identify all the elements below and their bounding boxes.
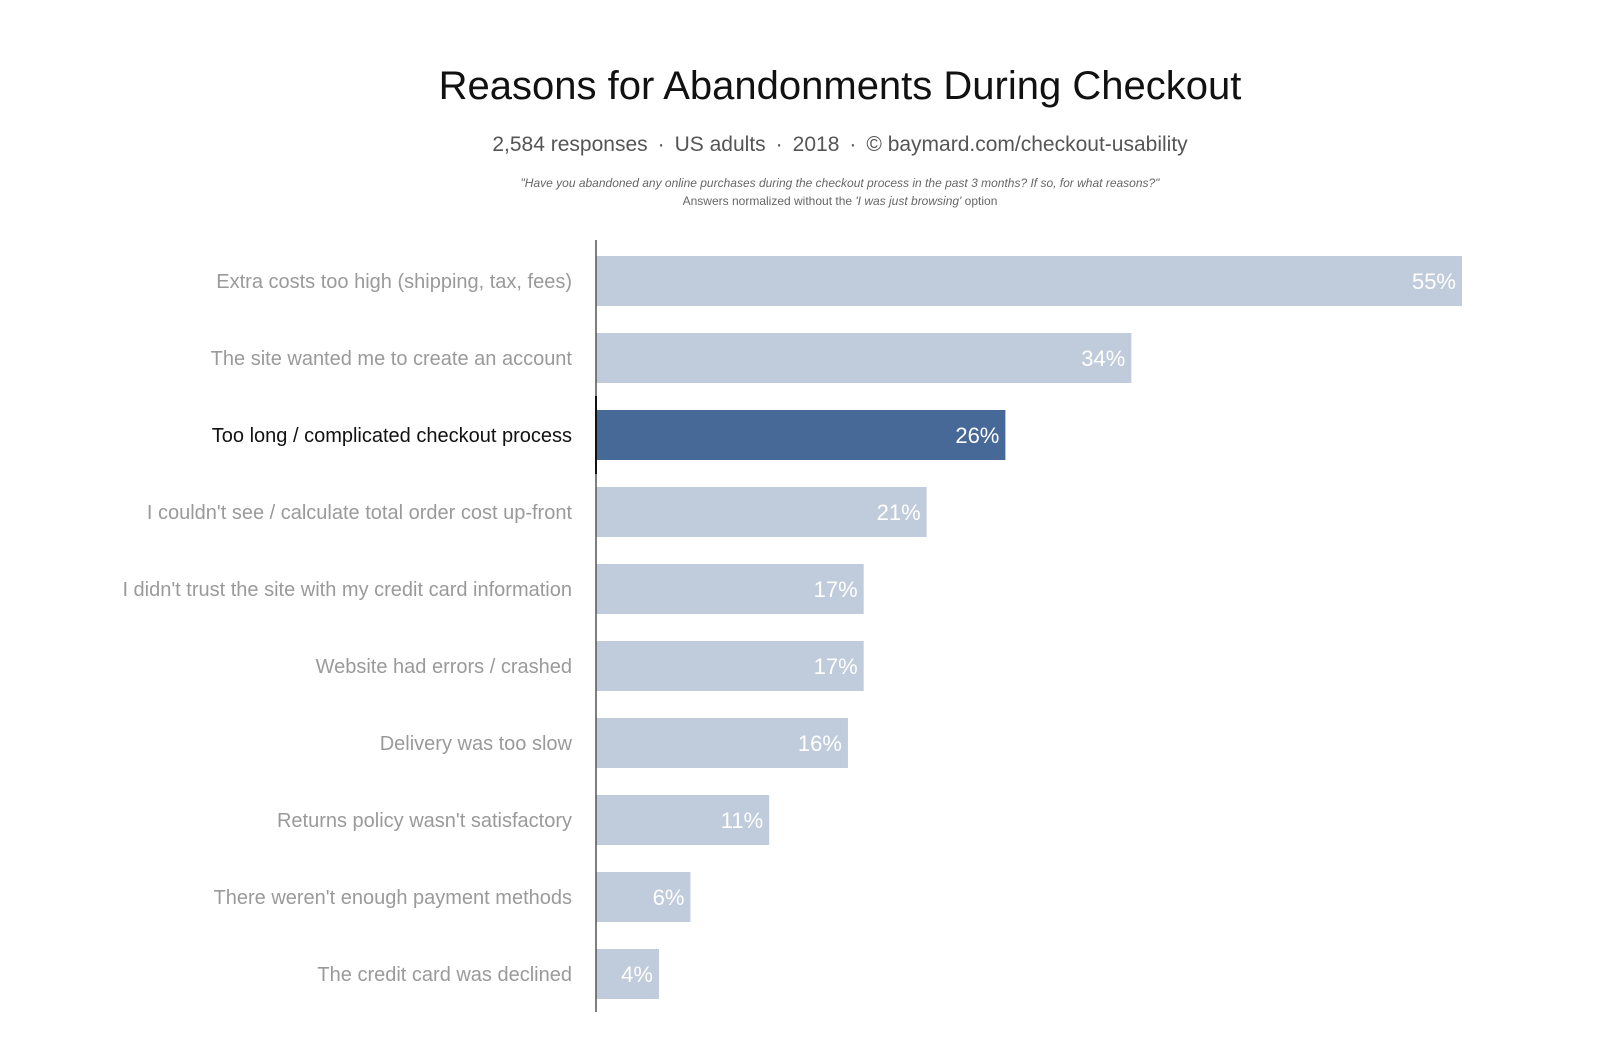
responses-count: 2,584 responses [492,133,648,156]
value-label-2: 34% [1081,346,1125,371]
bar-2 [596,333,1132,383]
bar-1 [596,256,1462,306]
bar-7 [596,718,848,768]
bar-4 [596,487,927,537]
category-label-10: The credit card was declined [317,964,572,986]
value-label-5: 17% [814,577,858,602]
value-label-6: 17% [814,654,858,679]
note-suffix: option [961,194,998,208]
value-label-10: 4% [621,962,653,987]
bar-9 [596,872,691,922]
note-option: 'I was just browsing' [855,194,962,208]
bar-10 [596,949,659,999]
source-label: © baymard.com/checkout-usability [866,133,1188,156]
survey-question: "Have you abandoned any online purchases… [520,176,1160,190]
value-label-4: 21% [877,500,921,525]
category-label-8: Returns policy wasn't satisfactory [277,810,572,832]
note-prefix: Answers normalized without the [682,194,856,208]
category-label-2: The site wanted me to create an account [211,348,573,370]
value-label-1: 55% [1412,269,1456,294]
chart-subtitle: 2,584 responses · US adults · 2018 · © baymard… [492,133,1188,156]
category-label-3: Too long / complicated checkout process [212,425,572,447]
category-label-7: Delivery was too slow [380,733,573,755]
chart-title: Reasons for Abandonments During Checkout [438,64,1242,108]
bar-8 [596,795,770,845]
bar-6 [596,641,864,691]
value-label-9: 6% [653,885,685,910]
normalization-note: Answers normalized without the 'I was ju… [0,194,1600,208]
value-label-7: 16% [798,731,842,756]
year-label: 2018 [792,133,840,156]
bar-3 [596,410,1006,460]
category-label-5: I didn't trust the site with my credit c… [122,579,572,601]
value-label-3: 26% [955,423,999,448]
category-label-1: Extra costs too high (shipping, tax, fee… [216,271,572,293]
value-label-8: 11% [721,808,763,833]
category-label-9: There weren't enough payment methods [214,887,572,909]
category-label-4: I couldn't see / calculate total order c… [147,502,573,524]
category-label-6: Website had errors / crashed [316,656,572,678]
population-label: US adults [674,133,766,156]
bar-5 [596,564,864,614]
